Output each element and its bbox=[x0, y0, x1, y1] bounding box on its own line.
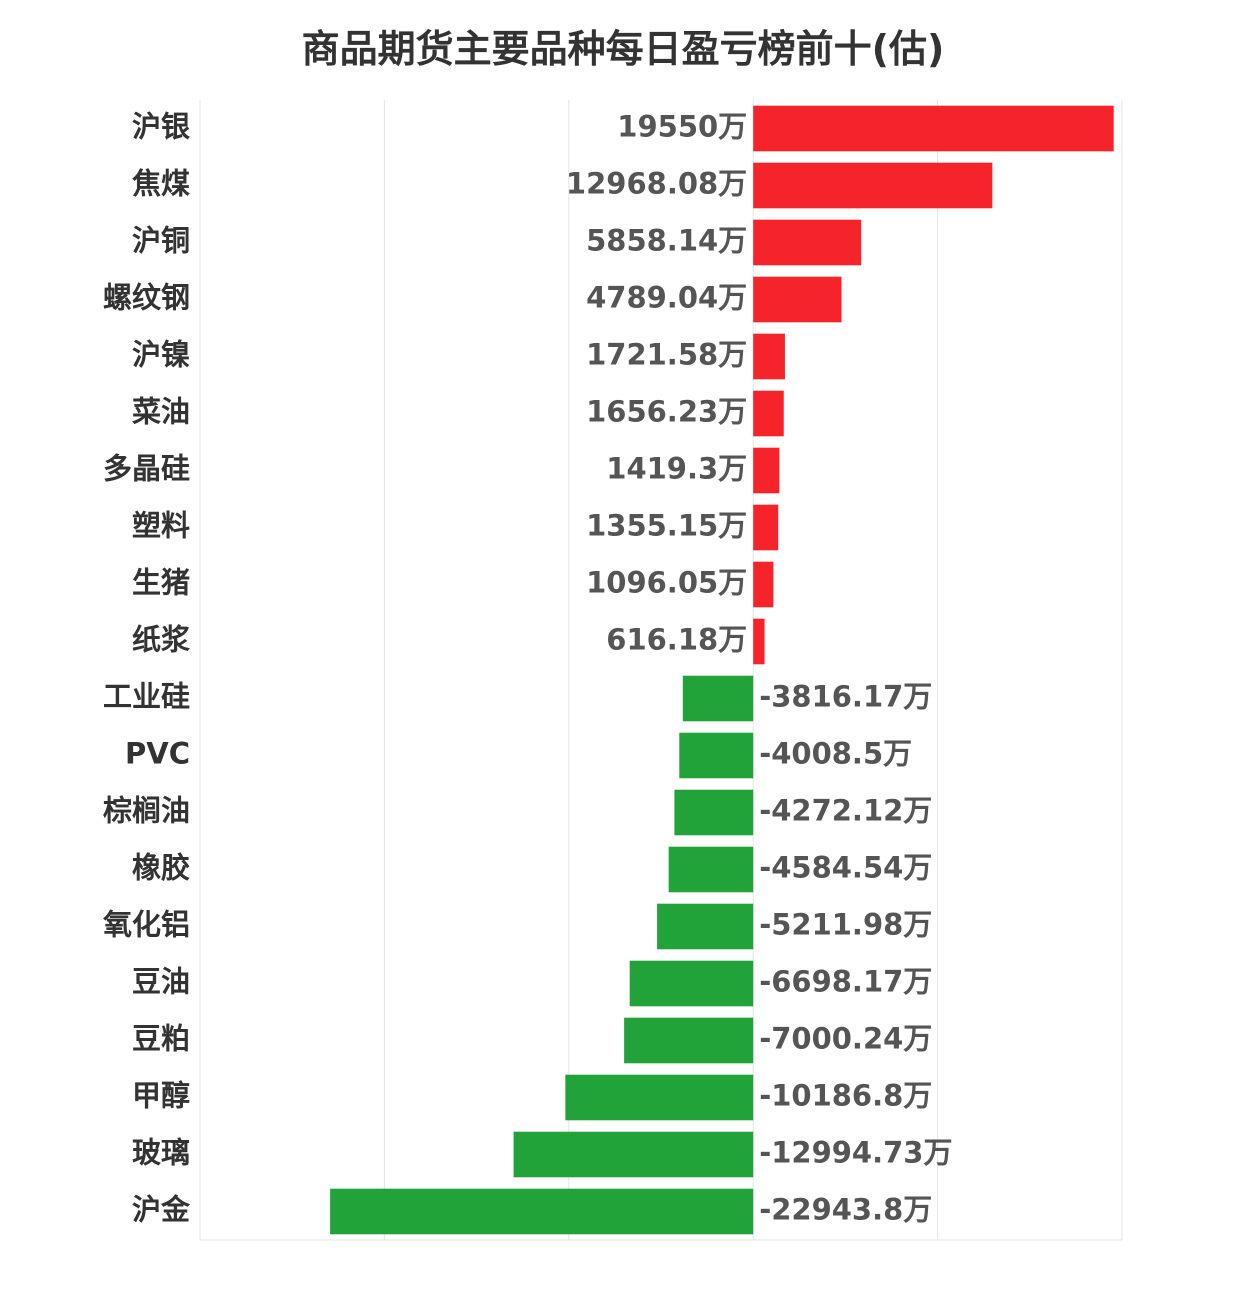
category-label: 沪银 bbox=[132, 110, 190, 144]
category-label: 豆油 bbox=[132, 965, 190, 999]
category-label: 豆粕 bbox=[132, 1022, 190, 1056]
bar bbox=[753, 561, 774, 608]
bar bbox=[330, 1188, 754, 1235]
value-label: 1419.3万 bbox=[606, 452, 747, 486]
value-label: -22943.8万 bbox=[759, 1193, 932, 1227]
category-label: 氧化铝 bbox=[102, 908, 190, 942]
category-label: 玻璃 bbox=[132, 1136, 190, 1170]
category-label: 甲醇 bbox=[132, 1079, 190, 1113]
bar bbox=[753, 447, 780, 494]
value-label: -12994.73万 bbox=[759, 1136, 952, 1170]
category-label: 塑料 bbox=[132, 509, 190, 543]
bar bbox=[753, 219, 862, 266]
value-label: -4584.54万 bbox=[759, 851, 932, 885]
value-label: -4272.12万 bbox=[759, 794, 932, 828]
category-label: 工业硅 bbox=[103, 680, 190, 714]
category-label: 菜油 bbox=[132, 395, 190, 429]
value-label: 1656.23万 bbox=[586, 395, 747, 429]
value-label: -6698.17万 bbox=[759, 965, 932, 999]
value-label: 19550万 bbox=[617, 110, 747, 144]
value-label: 1721.58万 bbox=[586, 338, 747, 372]
category-label: 纸浆 bbox=[132, 623, 191, 657]
category-label: 沪镍 bbox=[132, 338, 190, 372]
value-label: -4008.5万 bbox=[759, 737, 912, 771]
chart-title: 商品期货主要品种每日盈亏榜前十(估) bbox=[301, 27, 945, 71]
bar bbox=[753, 105, 1114, 152]
value-label: 5858.14万 bbox=[586, 224, 747, 258]
bar bbox=[753, 390, 784, 437]
category-label: 焦煤 bbox=[132, 167, 190, 201]
bar bbox=[753, 276, 842, 323]
bar bbox=[753, 504, 779, 551]
value-label: -5211.98万 bbox=[759, 908, 932, 942]
bar bbox=[565, 1074, 754, 1121]
bar bbox=[679, 732, 754, 779]
value-label: -10186.8万 bbox=[759, 1079, 932, 1113]
bar bbox=[657, 903, 754, 950]
bar bbox=[668, 846, 754, 893]
value-label: -7000.24万 bbox=[759, 1022, 932, 1056]
category-label: 棕榈油 bbox=[103, 794, 190, 828]
value-label: 12968.08万 bbox=[566, 167, 747, 201]
bar bbox=[513, 1131, 754, 1178]
value-label: -3816.17万 bbox=[759, 680, 932, 714]
category-label: 橡胶 bbox=[132, 851, 190, 885]
category-label: 生猪 bbox=[132, 566, 190, 600]
bar bbox=[753, 333, 785, 380]
value-label: 1355.15万 bbox=[586, 509, 747, 543]
bar bbox=[624, 1017, 754, 1064]
category-label: PVC bbox=[125, 737, 190, 771]
category-label: 沪铜 bbox=[132, 224, 190, 258]
bar bbox=[753, 618, 765, 665]
bar bbox=[674, 789, 754, 836]
value-label: 4789.04万 bbox=[586, 281, 747, 315]
bar bbox=[629, 960, 754, 1007]
bar bbox=[753, 162, 993, 209]
value-label: 1096.05万 bbox=[586, 566, 747, 600]
bar bbox=[682, 675, 754, 722]
category-label: 多晶硅 bbox=[103, 452, 190, 486]
category-label: 沪金 bbox=[132, 1193, 191, 1227]
category-label: 螺纹钢 bbox=[103, 281, 190, 315]
value-label: 616.18万 bbox=[606, 623, 747, 657]
